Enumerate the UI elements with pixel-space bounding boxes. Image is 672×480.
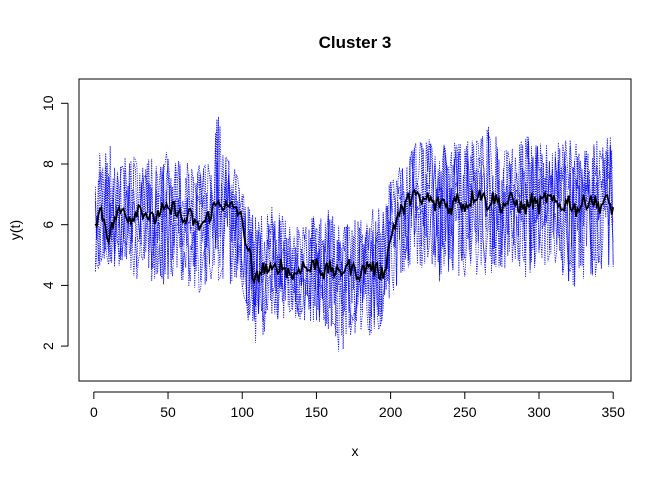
x-tick-label: 0: [90, 404, 98, 420]
mean-series-group: [94, 188, 615, 286]
y-tick-label: 2: [40, 342, 56, 350]
mean-series-line: [94, 188, 615, 286]
x-tick-label: 200: [379, 404, 403, 420]
y-axis: 2 4 6 8 10: [40, 95, 69, 350]
x-axis: 0 50 100 150 200 250 300 350: [90, 391, 626, 420]
chart-title: Cluster 3: [319, 33, 392, 52]
member-series-line-3: [94, 132, 614, 352]
member-series-group: [94, 116, 614, 352]
y-tick-label: 8: [40, 160, 56, 168]
y-tick-label: 4: [40, 281, 56, 289]
y-axis-label: y(t): [7, 220, 23, 240]
x-tick-label: 150: [305, 404, 329, 420]
x-tick-label: 350: [602, 404, 626, 420]
y-tick-label: 10: [40, 95, 56, 111]
member-series-line-5: [94, 116, 614, 350]
plot-frame: [78, 78, 632, 382]
x-tick-label: 300: [527, 404, 551, 420]
member-series-line-2: [94, 119, 614, 337]
x-axis-label: x: [352, 443, 359, 459]
x-tick-label: 50: [160, 404, 176, 420]
x-tick-label: 250: [453, 404, 477, 420]
y-tick-label: 6: [40, 221, 56, 229]
x-tick-label: 100: [231, 404, 255, 420]
